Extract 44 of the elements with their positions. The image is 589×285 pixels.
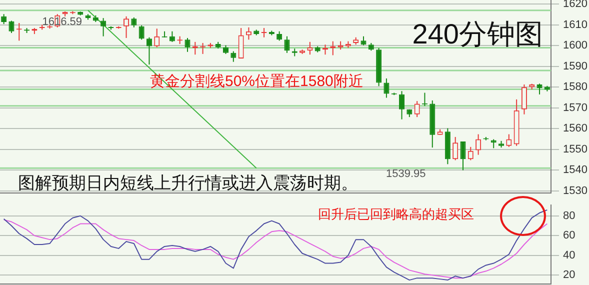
candlestick bbox=[414, 100, 420, 118]
annotation: 1539.95 bbox=[386, 168, 426, 180]
y-tick-label: 20 bbox=[563, 269, 576, 282]
candlestick bbox=[238, 28, 244, 60]
text: 240分钟图 bbox=[412, 18, 543, 50]
candlestick bbox=[100, 18, 106, 37]
y-tick-label: 1610 bbox=[563, 18, 588, 31]
candlestick bbox=[246, 26, 252, 40]
y-tick-label: 1570 bbox=[563, 102, 588, 114]
y-tick-label: 1550 bbox=[563, 143, 588, 156]
y-tick-label: 40 bbox=[563, 249, 576, 262]
candlestick bbox=[284, 36, 290, 54]
y-tick-label: 1560 bbox=[563, 122, 588, 135]
candlestick bbox=[468, 146, 474, 161]
y-tick-label: 1600 bbox=[563, 40, 588, 52]
y-tick-label: 60 bbox=[563, 230, 576, 242]
candlestick bbox=[261, 28, 267, 38]
y-tick-label: 1580 bbox=[563, 81, 588, 94]
candlestick bbox=[184, 37, 190, 52]
candlestick bbox=[8, 20, 14, 34]
y-tick-label: 1590 bbox=[563, 60, 588, 72]
annotation: 黄金分割线50%位置在1580附近 bbox=[150, 73, 364, 90]
y-tick-label: 80 bbox=[563, 210, 576, 222]
y-tick-label: 1530 bbox=[563, 184, 588, 197]
candlestick bbox=[399, 90, 405, 120]
candlestick bbox=[276, 30, 282, 42]
candlestick bbox=[384, 78, 390, 98]
candlestick bbox=[460, 141, 466, 171]
candlestick bbox=[169, 30, 175, 42]
candlestick bbox=[154, 28, 160, 48]
candlestick bbox=[146, 36, 152, 66]
candlestick bbox=[536, 83, 542, 95]
candlestick bbox=[476, 134, 482, 156]
y-tick-label: 1540 bbox=[563, 164, 588, 176]
candlestick bbox=[452, 136, 458, 161]
candlestick bbox=[131, 16, 137, 28]
candlestick bbox=[230, 50, 236, 62]
candlestick bbox=[138, 24, 144, 40]
candlestick bbox=[506, 134, 512, 148]
annotation: 回升后已回到略高的超买区 bbox=[318, 206, 474, 222]
annotation: 图解预期日内短线上升行情或进入震荡时期。 bbox=[18, 174, 358, 193]
candlestick bbox=[1, 14, 7, 25]
candlestick bbox=[521, 84, 527, 115]
candlestick bbox=[124, 16, 130, 38]
